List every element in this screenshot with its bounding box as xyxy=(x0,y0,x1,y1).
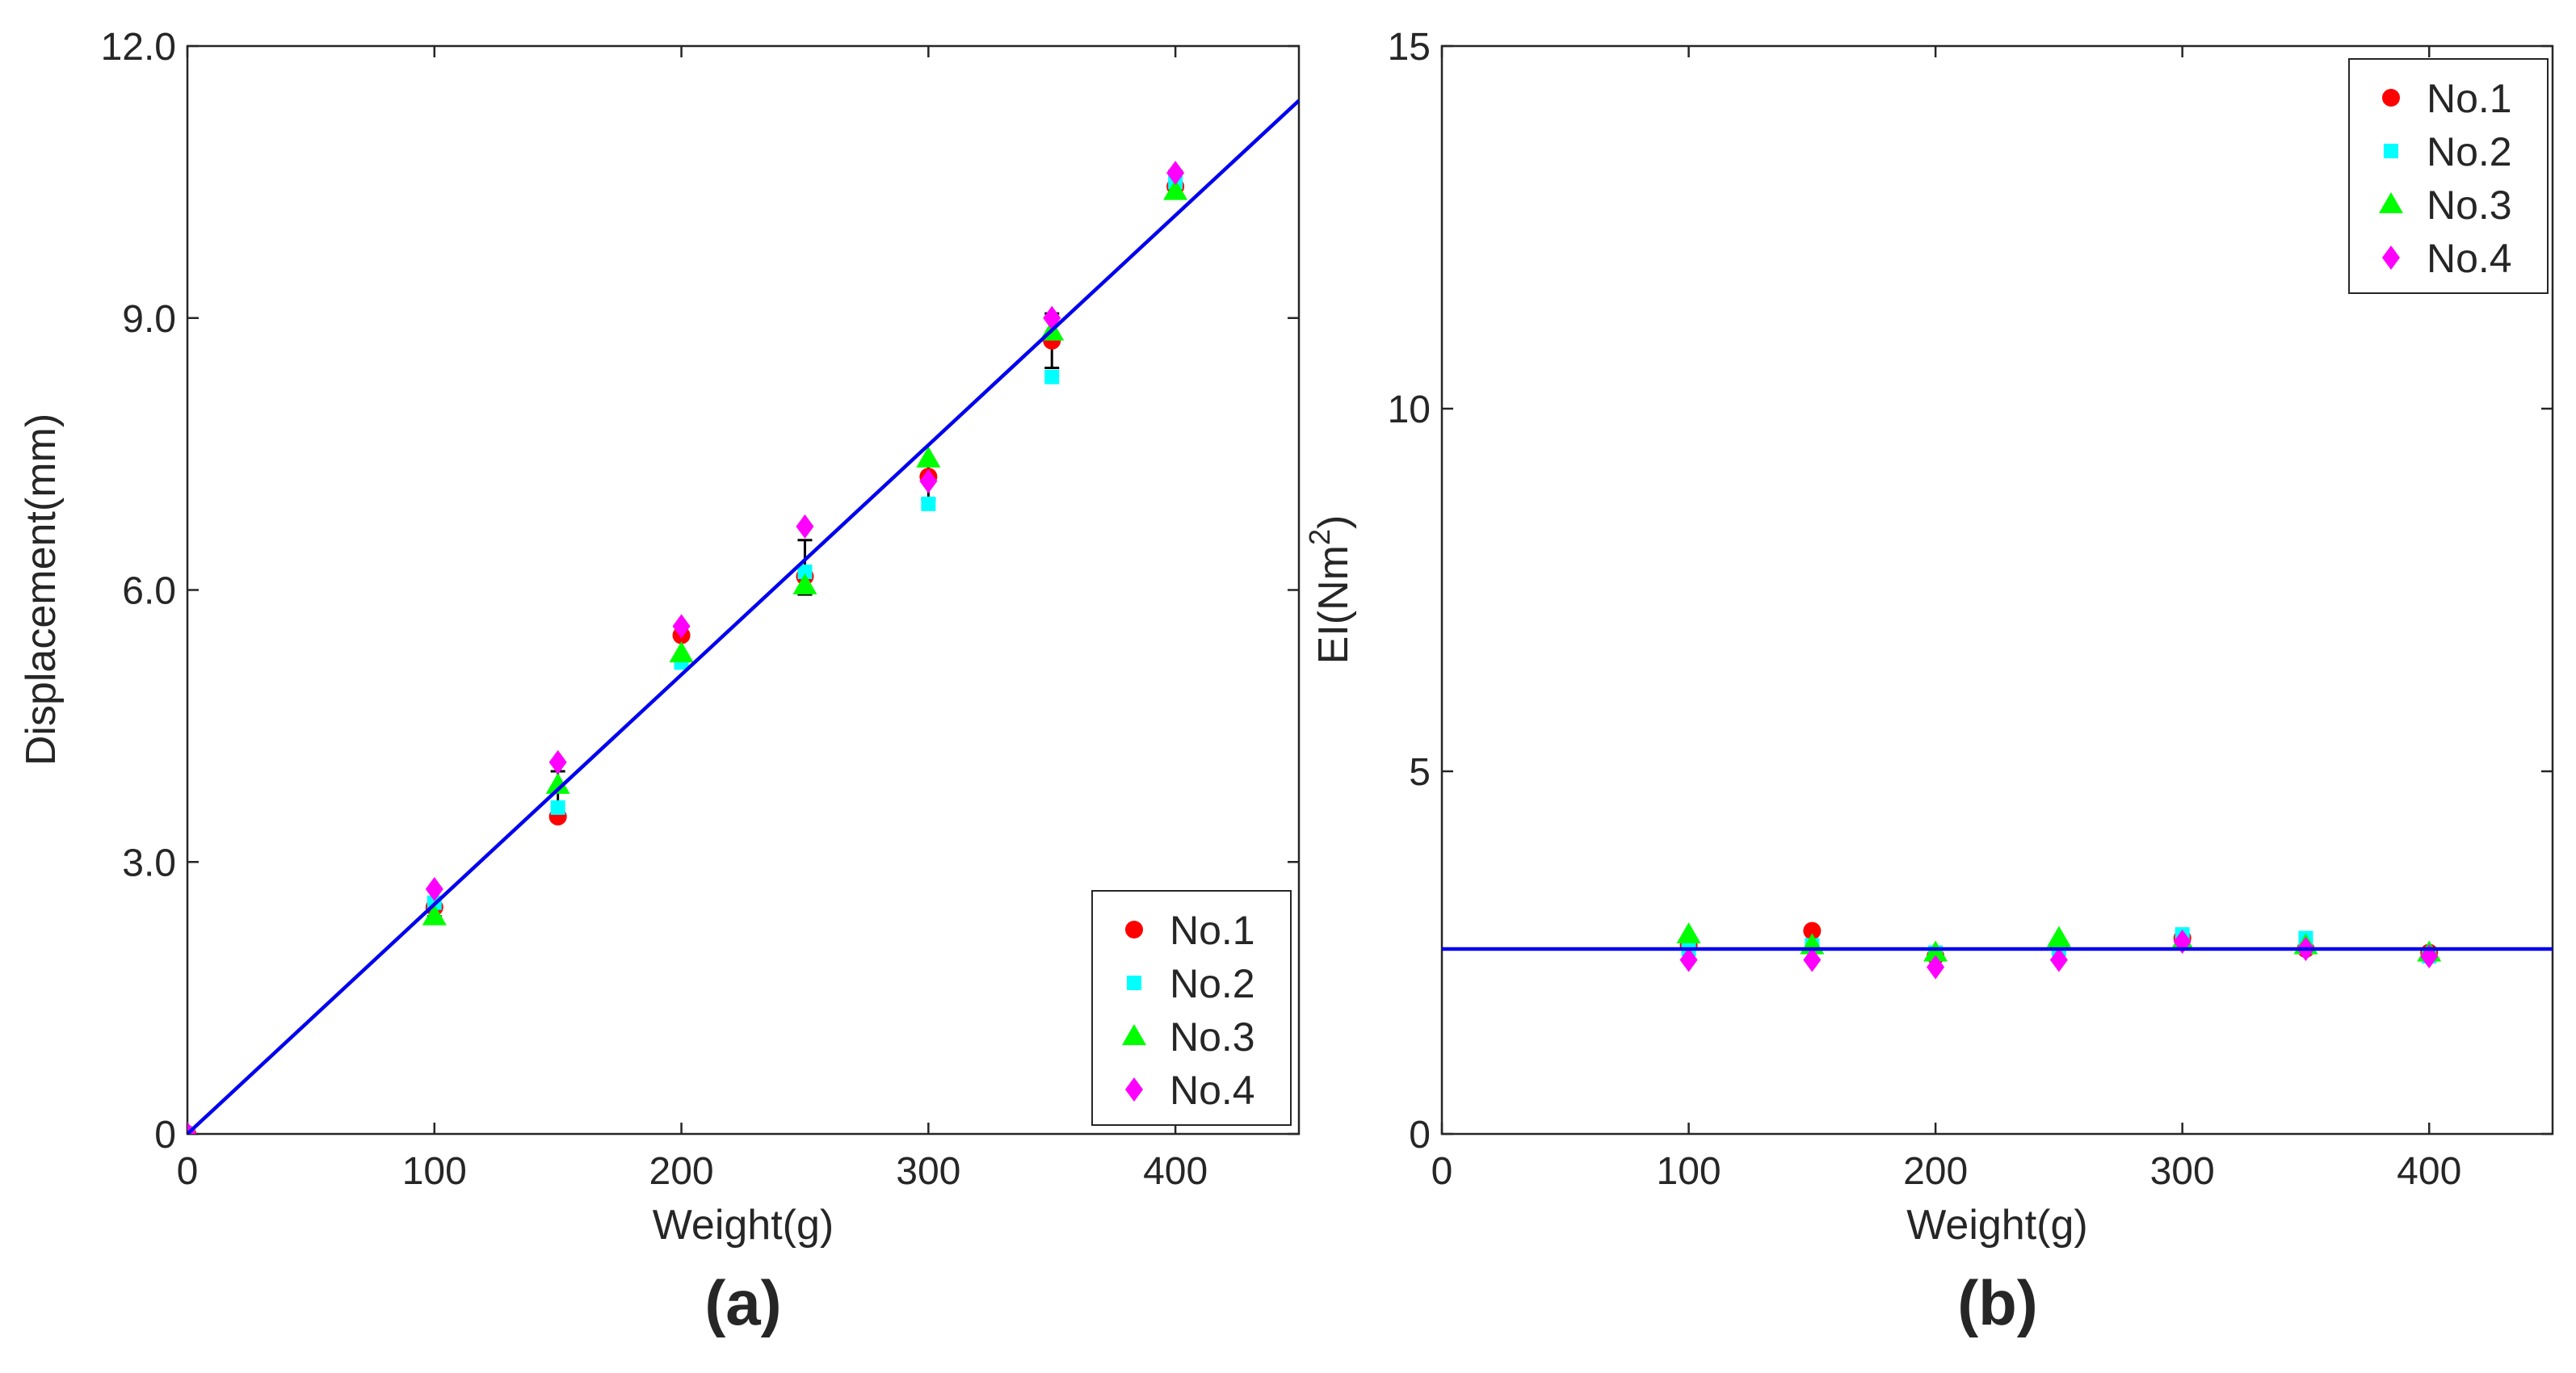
x-tick-label: 400 xyxy=(2397,1150,2461,1193)
y-tick-label: 5 xyxy=(1409,751,1431,794)
point-no3 xyxy=(2046,926,2071,947)
point-no4 xyxy=(1679,947,1698,972)
legend-label: No.4 xyxy=(1170,1068,1255,1113)
data-layer xyxy=(1442,922,2553,980)
plot-frame xyxy=(1440,44,2554,1136)
point-no2 xyxy=(550,800,565,815)
point-no4 xyxy=(425,876,443,901)
point-no4 xyxy=(1927,955,1945,980)
panel-a: 0 100 200 300 400 0 3.0 6.0 9.0 12.0 Weight(g) Disp… xyxy=(18,26,1301,1338)
legend-marker-no3 xyxy=(2379,192,2403,213)
x-axis-label: Weight(g) xyxy=(1906,1202,2087,1249)
y-axis-label-main: EI(Nm xyxy=(1310,545,1357,664)
legend-marker-no4 xyxy=(2382,246,2400,270)
y-tick-label: 3.0 xyxy=(122,842,176,884)
x-tick-label: 400 xyxy=(1143,1150,1208,1193)
legend-marker-no1 xyxy=(1125,921,1143,938)
point-no2 xyxy=(1044,369,1060,384)
fit-line xyxy=(187,99,1299,1134)
x-tick-label: 0 xyxy=(1431,1150,1453,1193)
point-no3 xyxy=(792,573,817,594)
y-tick-label: 12.0 xyxy=(101,26,176,69)
y-tick-label: 10 xyxy=(1388,388,1431,431)
legend-marker-no2 xyxy=(2384,144,2398,158)
y-tick-label: 0 xyxy=(1409,1114,1431,1157)
point-no3 xyxy=(1923,940,1948,962)
y-tick-label: 9.0 xyxy=(122,298,176,341)
point-no4 xyxy=(548,749,567,775)
point-no2 xyxy=(797,565,813,580)
point-no3 xyxy=(916,446,941,468)
legend-marker-no2 xyxy=(1127,976,1141,990)
legend-marker-no4 xyxy=(1125,1077,1143,1102)
x-tick-label: 200 xyxy=(1903,1150,1968,1193)
legend: No.1 No.2 No.3 No.4 xyxy=(1091,890,1292,1126)
legend-label: No.1 xyxy=(1170,908,1255,953)
legend-label: No.2 xyxy=(1170,961,1255,1006)
point-no3 xyxy=(669,641,694,663)
legend-label: No.3 xyxy=(2427,183,2512,228)
data-layer xyxy=(187,99,1299,1134)
x-tick-label: 0 xyxy=(177,1150,199,1193)
point-no3 xyxy=(1676,922,1701,944)
legend-marker-no1 xyxy=(2382,89,2400,107)
point-no4 xyxy=(1166,161,1185,186)
point-no3 xyxy=(545,772,570,794)
point-no3 xyxy=(422,904,447,926)
legend-box xyxy=(1091,890,1292,1126)
panel-caption: (b) xyxy=(1957,1267,2038,1338)
legend-marker-no3 xyxy=(1122,1024,1146,1045)
y-tick-label: 0 xyxy=(154,1114,176,1157)
x-tick-label: 300 xyxy=(896,1150,960,1193)
x-axis-label: Weight(g) xyxy=(653,1202,834,1249)
x-tick-label: 200 xyxy=(649,1150,714,1193)
panel-b: 0 100 200 300 400051015Weight(g)EI(Nm2)No.1N… xyxy=(1303,26,2554,1338)
y-axis-label-main: Displacement(mm) xyxy=(18,414,65,766)
legend-label: No.3 xyxy=(1170,1014,1255,1060)
legend-label: No.2 xyxy=(2427,129,2512,174)
point-no2 xyxy=(921,496,936,511)
panel-caption: (a) xyxy=(704,1267,781,1338)
point-no4 xyxy=(672,614,691,639)
point-no4 xyxy=(2049,947,2068,972)
legend: No.1 No.2 No.3 No.4 xyxy=(2348,58,2549,294)
point-no4 xyxy=(1803,947,1822,972)
point-no3 xyxy=(1163,178,1188,200)
point-no4 xyxy=(796,514,814,539)
point-no4 xyxy=(919,468,938,493)
point-no1 xyxy=(1803,922,1822,940)
y-tick-label: 15 xyxy=(1388,26,1431,69)
y-tick-label: 6.0 xyxy=(122,570,176,613)
legend-label: No.4 xyxy=(2427,236,2512,281)
x-tick-label: 100 xyxy=(402,1150,467,1193)
y-axis-label: Displacement(mm) xyxy=(18,414,65,766)
y-axis-label-superscript: 2 xyxy=(1303,529,1336,545)
y-axis-label: EI(Nm2) xyxy=(1303,515,1357,665)
legend-box xyxy=(2348,58,2549,294)
y-axis-label-suffix: ) xyxy=(1310,515,1357,529)
x-tick-label: 300 xyxy=(2150,1150,2215,1193)
legend-label: No.1 xyxy=(2427,76,2512,121)
x-tick-label: 100 xyxy=(1657,1150,1721,1193)
